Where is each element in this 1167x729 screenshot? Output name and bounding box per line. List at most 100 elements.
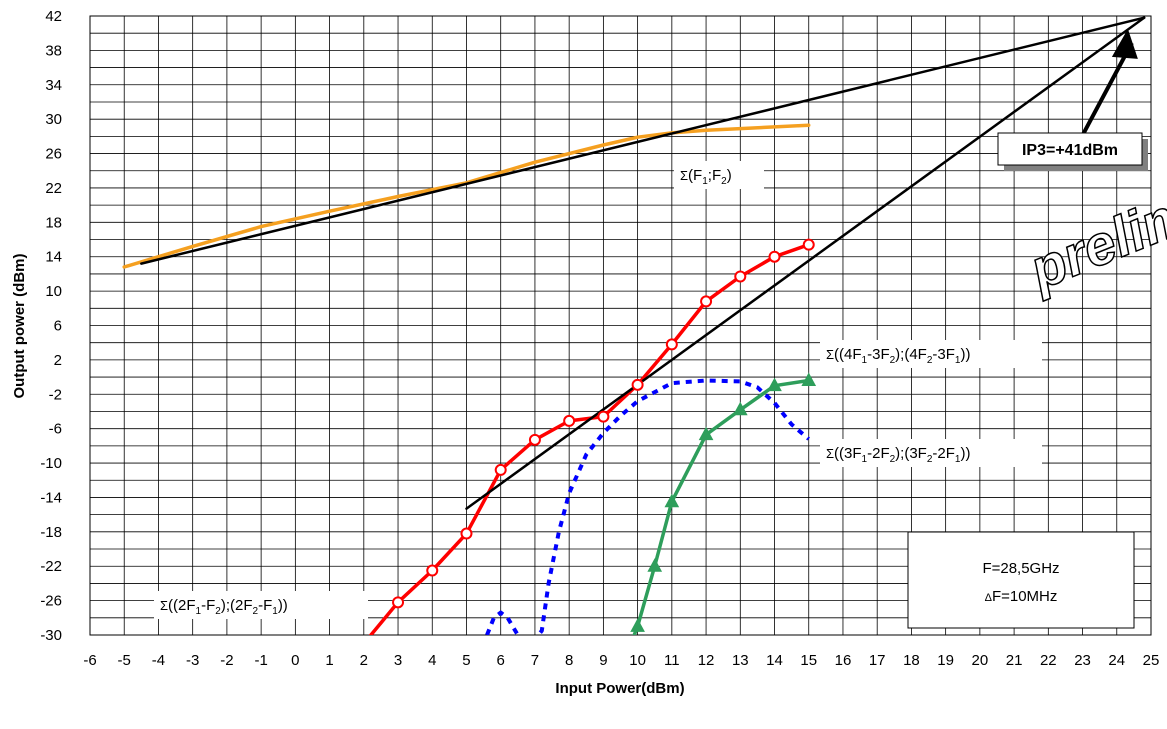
point-marker (767, 377, 782, 392)
y-tick-label: 42 (45, 8, 62, 25)
grid (89, 15, 1152, 636)
label-fundamental-text: Σ(F1;F2) (680, 167, 732, 187)
series-line-5 (465, 16, 1146, 510)
y-tick-label: 26 (45, 146, 62, 163)
point-marker (700, 295, 713, 308)
y-axis-title: Output power (dBm) (11, 254, 28, 399)
point-marker (392, 596, 405, 609)
x-tick-label: 17 (869, 652, 886, 669)
x-tick-label: 6 (497, 652, 505, 669)
y-tick-label: 18 (45, 214, 62, 231)
ip3-arrow-shaft (1078, 41, 1134, 141)
x-tick-labels: -6 -5 -4 -3 -2 -1 0 1 2 3 4 5 6 7 8 9 10 11 12 13 14 15 16 17 18… (83, 652, 1159, 669)
x-tick-label: 13 (732, 652, 749, 669)
ip3-label: IP3=+41dBm (1022, 142, 1118, 159)
markers-group (392, 238, 817, 632)
x-tick-label: 4 (428, 652, 436, 669)
y-tick-label: 6 (54, 318, 62, 335)
y-tick-label: -10 (40, 455, 62, 472)
x-tick-label: -2 (220, 652, 233, 669)
point-marker (563, 414, 576, 427)
freq-line-2: ΔF=10MHz (985, 588, 1058, 605)
freq-line-1: F=28,5GHz (982, 560, 1059, 577)
y-tick-label: 38 (45, 42, 62, 59)
label-im3-box (154, 591, 368, 619)
point-marker (665, 338, 678, 351)
label-im7-box (820, 340, 1042, 368)
label-im7: Σ((4F1-3F2);(4F2-3F1)) (820, 340, 1042, 368)
series-line-1 (368, 242, 811, 635)
point-marker (426, 564, 439, 577)
point-marker (801, 372, 817, 387)
x-tick-label: 0 (291, 652, 299, 669)
label-im7-text: Σ((4F1-3F2);(4F2-3F1)) (826, 346, 970, 366)
y-tick-label: -6 (49, 421, 62, 438)
point-marker (597, 410, 610, 423)
point-marker (768, 250, 781, 263)
point-marker (460, 527, 473, 540)
x-tick-label: 1 (325, 652, 333, 669)
y-tick-label: 10 (45, 283, 62, 300)
y-tick-label: 14 (45, 249, 62, 266)
x-tick-label: 14 (766, 652, 783, 669)
x-tick-label: 7 (531, 652, 539, 669)
x-tick-label: 25 (1143, 652, 1160, 669)
series-line-4 (140, 16, 1146, 265)
x-tick-label: 24 (1108, 652, 1125, 669)
point-marker (802, 238, 815, 251)
x-tick-label: 21 (1006, 652, 1023, 669)
y-tick-label: 2 (54, 352, 62, 369)
y-tick-label: -30 (40, 627, 62, 644)
x-tick-label: -4 (152, 652, 165, 669)
x-axis-title: Input Power(dBm) (555, 680, 684, 697)
label-im5-text: Σ((3F1-2F2);(3F2-2F1)) (826, 445, 970, 465)
series-group (122, 16, 1146, 635)
x-tick-label: -6 (83, 652, 96, 669)
point-marker (734, 270, 747, 283)
x-tick-label: 20 (972, 652, 989, 669)
x-tick-label: 2 (360, 652, 368, 669)
point-marker (664, 493, 680, 508)
point-marker (647, 558, 663, 572)
x-tick-label: 10 (629, 652, 646, 669)
point-marker (732, 401, 748, 416)
x-tick-label: -5 (118, 652, 131, 669)
x-tick-label: 11 (664, 652, 680, 669)
series-line-2 (485, 378, 810, 635)
x-tick-label: 15 (800, 652, 817, 669)
x-tick-label: 19 (937, 652, 954, 669)
label-fundamental: Σ(F1;F2) (674, 161, 764, 189)
y-tick-label: -2 (49, 386, 62, 403)
y-tick-label: -14 (40, 489, 62, 506)
label-im5: Σ((3F1-2F2);(3F2-2F1)) (820, 439, 1042, 467)
label-fundamental-box (674, 161, 764, 189)
ip3-arrow-head (1111, 28, 1138, 59)
label-im3: Σ((2F1-F2);(2F2-F1)) (154, 591, 368, 619)
x-tick-label: 3 (394, 652, 402, 669)
x-tick-label: 22 (1040, 652, 1057, 669)
point-marker (698, 426, 714, 441)
label-im5-box (820, 439, 1042, 467)
x-tick-label: 23 (1074, 652, 1091, 669)
x-tick-label: 16 (835, 652, 852, 669)
y-tick-labels: 42 38 34 30 26 22 18 14 10 6 2 -2 -6 -10 -14 -18 -22 -26 -… (40, 8, 62, 644)
y-tick-label: 30 (45, 111, 62, 128)
x-tick-label: -1 (254, 652, 267, 669)
x-tick-label: 9 (599, 652, 607, 669)
ip3-box (997, 132, 1143, 166)
x-tick-label: 5 (462, 652, 470, 669)
y-tick-label: -22 (40, 558, 62, 575)
x-tick-label: 12 (698, 652, 715, 669)
y-tick-label: 22 (45, 180, 62, 197)
y-tick-label: -18 (40, 524, 62, 541)
label-im3-text: Σ((2F1-F2);(2F2-F1)) (160, 597, 288, 617)
point-marker (630, 618, 645, 632)
point-marker (631, 378, 644, 391)
y-tick-label: -26 (40, 593, 62, 610)
y-tick-label: 34 (45, 77, 62, 94)
freq-box (907, 531, 1135, 629)
x-tick-label: 18 (903, 652, 920, 669)
point-marker (494, 463, 507, 476)
x-tick-label: 8 (565, 652, 573, 669)
